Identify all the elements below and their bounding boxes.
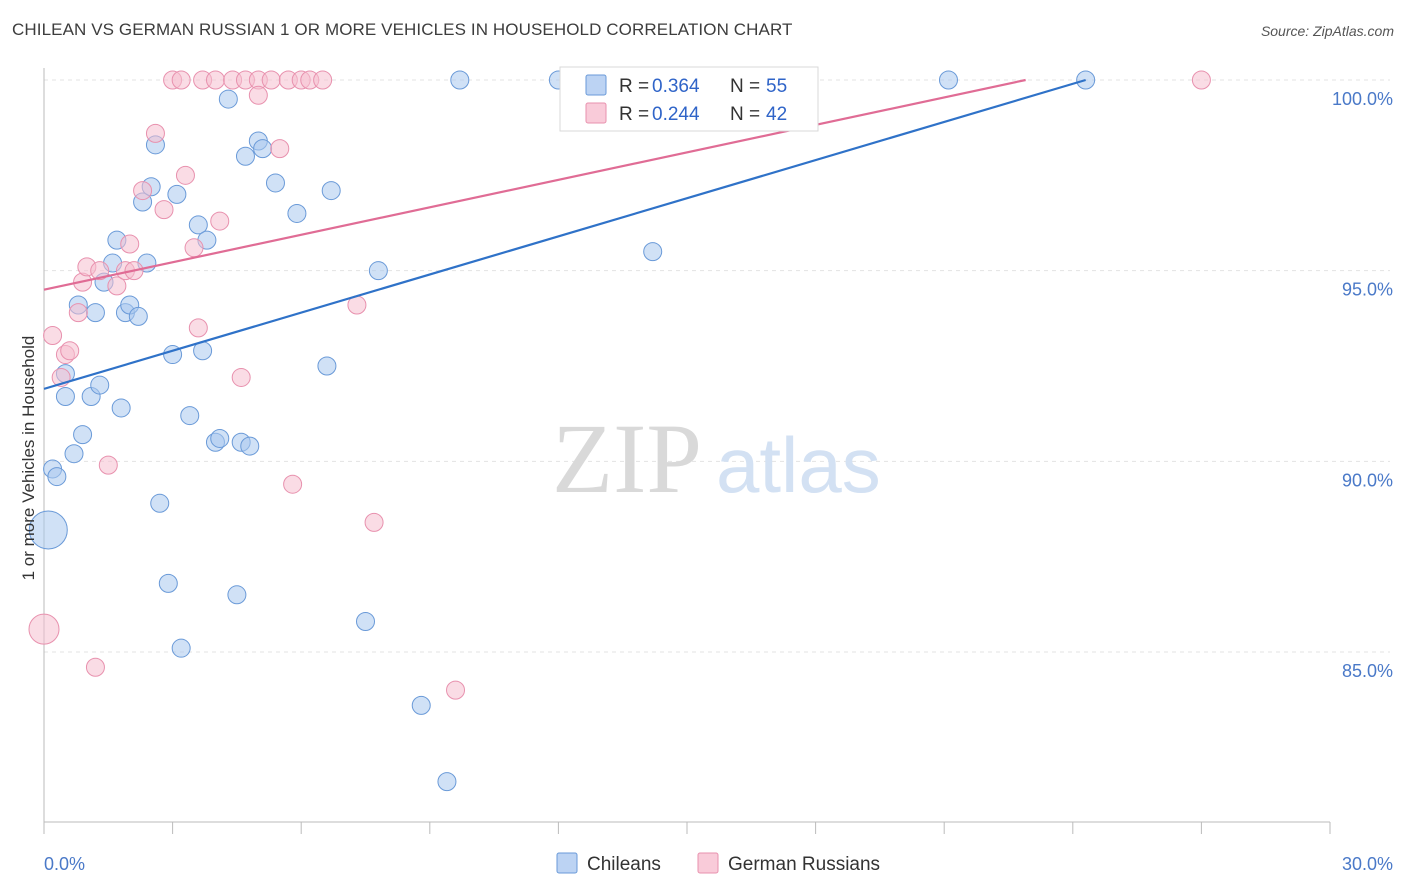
chart-title: CHILEAN VS GERMAN RUSSIAN 1 OR MORE VEHI… <box>12 20 793 39</box>
data-point <box>55 387 75 407</box>
legend-n-label-german-russians: N = <box>730 104 760 125</box>
data-point <box>210 211 230 231</box>
x-tick-label-min: 0.0% <box>44 854 85 874</box>
y-tick-label: 100.0% <box>1332 89 1393 109</box>
data-point <box>411 695 431 715</box>
data-point <box>364 512 384 532</box>
data-point <box>98 455 118 475</box>
data-point <box>68 303 88 323</box>
y-tick-label: 85.0% <box>1342 661 1393 681</box>
data-point <box>64 444 84 464</box>
data-point <box>1191 70 1211 90</box>
data-point <box>446 680 466 700</box>
data-point <box>265 173 285 193</box>
legend-r-label-chileans: R = <box>619 76 649 97</box>
data-point <box>227 585 247 605</box>
data-point <box>145 123 165 143</box>
series-chileans <box>28 70 1096 792</box>
data-point <box>120 234 140 254</box>
data-point <box>180 406 200 426</box>
data-point <box>235 146 255 166</box>
bottom-legend-label-chileans: Chileans <box>587 854 661 875</box>
data-point <box>85 303 105 323</box>
data-point <box>28 613 60 645</box>
data-point <box>356 611 375 631</box>
x-tick-label-max: 30.0% <box>1342 854 1393 874</box>
data-point <box>248 85 268 105</box>
data-points <box>28 70 1211 792</box>
y-tick-label: 95.0% <box>1342 280 1393 300</box>
data-point <box>154 200 174 220</box>
data-point <box>128 306 148 326</box>
data-point <box>270 139 290 159</box>
watermark-zip: ZIP <box>552 403 702 514</box>
data-point <box>643 242 663 262</box>
data-point <box>205 70 225 90</box>
data-point <box>240 436 260 456</box>
axes <box>43 68 1331 834</box>
data-point <box>133 181 153 201</box>
data-point <box>150 493 170 513</box>
data-point <box>210 428 230 448</box>
legend-r-value-chileans: 0.364 <box>652 76 700 97</box>
data-point <box>283 474 303 494</box>
series-german-russians <box>28 70 1211 700</box>
watermark-atlas: atlas <box>716 421 881 509</box>
data-point <box>287 203 307 223</box>
bottom-legend-swatch-german-russians <box>697 852 719 874</box>
grid-lines <box>44 79 1390 653</box>
legend-swatch-german-russians <box>585 102 607 124</box>
trend-lines <box>43 78 1086 390</box>
legend-n-value-german-russians: 42 <box>766 104 787 125</box>
legend-swatch-chileans <box>585 74 607 96</box>
legend-r-value-german-russians: 0.244 <box>652 104 700 125</box>
data-point <box>218 89 238 109</box>
data-point <box>231 367 251 387</box>
data-point <box>253 139 273 159</box>
data-point <box>90 261 110 281</box>
data-point <box>171 70 191 90</box>
data-point <box>188 318 208 338</box>
data-point <box>90 375 110 395</box>
y-axis-label: 1 or more Vehicles in Household <box>19 336 38 581</box>
data-point <box>171 638 191 658</box>
data-point <box>28 510 68 550</box>
bottom-legend-swatch-chileans <box>556 852 578 874</box>
data-point <box>85 657 105 677</box>
data-point <box>60 341 80 361</box>
data-point <box>184 238 204 258</box>
trend-line-chileans <box>43 78 1086 390</box>
y-tick-labels: 85.0% 90.0% 95.0% 100.0% <box>1332 89 1393 681</box>
data-point <box>437 772 457 792</box>
data-point <box>107 276 127 296</box>
legend-r-label-german-russians: R = <box>619 104 649 125</box>
data-point <box>321 181 341 201</box>
data-point <box>73 425 93 445</box>
legend-n-label-chileans: N = <box>730 76 760 97</box>
data-point <box>313 70 333 90</box>
legend-n-value-chileans: 55 <box>766 76 787 97</box>
data-point <box>158 573 178 593</box>
data-point <box>167 184 187 204</box>
data-point <box>938 70 958 90</box>
trend-line-german-russians <box>43 78 1026 291</box>
data-point <box>450 70 470 90</box>
data-point <box>261 70 281 90</box>
source-label: Source: ZipAtlas.com <box>1260 23 1394 39</box>
data-point <box>43 325 63 345</box>
series-legend: Chileans German Russians <box>556 852 880 875</box>
y-tick-label: 90.0% <box>1342 470 1393 490</box>
data-point <box>111 398 131 418</box>
data-point <box>188 215 208 235</box>
data-point <box>317 356 337 376</box>
bottom-legend-label-german-russians: German Russians <box>728 854 880 875</box>
data-point <box>47 467 67 487</box>
data-point <box>175 165 195 185</box>
data-point <box>368 261 388 281</box>
stats-legend: R = 0.364 N = 55 R = 0.244 N = 42 <box>559 66 819 132</box>
